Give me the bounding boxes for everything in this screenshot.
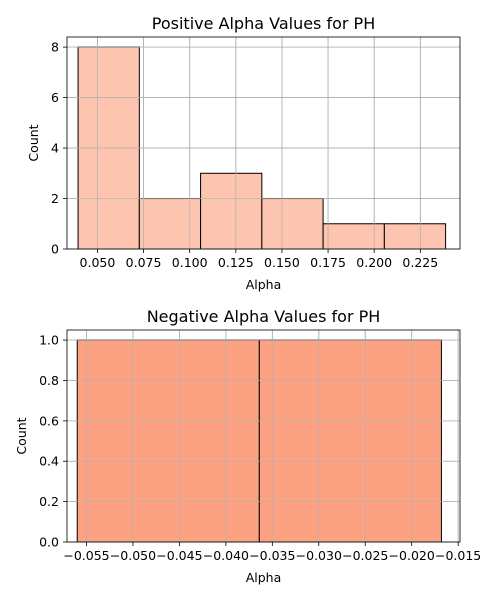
histogram-bar [383,223,447,250]
histogram-bar [200,172,263,250]
x-tick-label: 0.050 [80,255,116,270]
x-tick-label: −0.055 [63,548,109,563]
y-tick-label: 1.0 [39,333,59,348]
x-tick-label: −0.015 [435,548,481,563]
plot-frame [66,36,461,250]
x-tick-label: 0.100 [172,255,208,270]
y-tick-label: 0.2 [39,494,59,509]
y-tick-label: 6 [51,90,59,105]
x-tick-label: −0.040 [203,548,249,563]
histogram-bar [261,198,324,250]
y-tick-label: 8 [51,40,59,55]
chart-title: Negative Alpha Values for PH [147,307,381,326]
histogram-bar [76,339,260,543]
chart-title: Positive Alpha Values for PH [152,14,375,33]
y-tick-label: 0.4 [39,454,59,469]
x-tick-label: 0.125 [218,255,254,270]
x-tick-label: −0.050 [110,548,156,563]
histogram-bar [138,198,202,250]
y-axis-label: Count [26,124,41,161]
y-tick-label: 4 [51,141,59,156]
y-tick-label: 0.0 [39,535,59,550]
y-tick-label: 0.8 [39,373,59,388]
y-tick-label: 2 [51,191,59,206]
x-tick-label: 0.075 [126,255,162,270]
x-axis-label: Alpha [246,570,282,585]
y-tick-label: 0.6 [39,413,59,428]
x-tick-label: −0.045 [156,548,202,563]
x-tick-label: 0.150 [264,255,300,270]
histogram-bar [258,339,442,543]
x-tick-label: 0.200 [356,255,392,270]
x-tick-label: −0.035 [249,548,295,563]
x-tick-label: −0.025 [342,548,388,563]
x-tick-label: 0.175 [310,255,346,270]
y-axis-label: Count [14,417,29,454]
plot-frame [66,329,461,543]
y-tick-label: 0 [51,242,59,257]
x-axis-label: Alpha [246,277,282,292]
x-tick-label: 0.225 [402,255,438,270]
histogram-bar [322,223,385,250]
x-tick-label: −0.020 [389,548,435,563]
x-tick-label: −0.030 [296,548,342,563]
